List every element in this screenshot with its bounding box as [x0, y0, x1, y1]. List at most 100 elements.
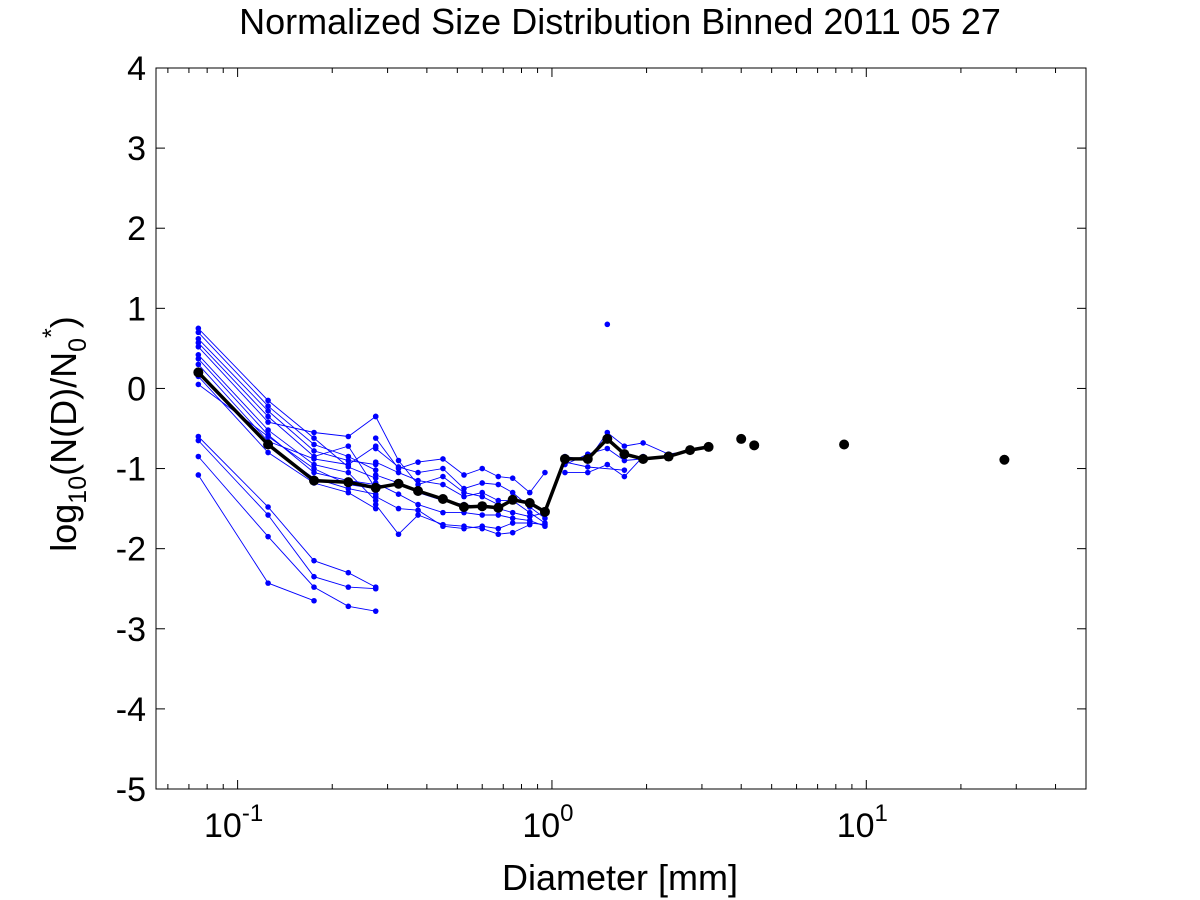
x-tick-label-base: 10 [522, 807, 560, 845]
individual-point [345, 469, 352, 476]
individual-point [265, 419, 271, 425]
mean-isolated-point [999, 454, 1010, 465]
individual-point [415, 512, 421, 518]
y-axis-label-sub2: 0 [64, 338, 92, 352]
individual-point [265, 533, 271, 540]
individual-point [584, 469, 591, 476]
plot-frame [155, 67, 1087, 790]
individual-point [195, 329, 202, 336]
individual-point [479, 480, 486, 486]
mean-isolated-point [736, 433, 747, 444]
individual-series-line-16 [375, 437, 546, 494]
individual-point [621, 473, 628, 480]
individual-point [440, 456, 446, 462]
individual-point [542, 469, 548, 476]
individual-point [265, 504, 271, 510]
individual-point [526, 521, 533, 528]
mean-point [493, 502, 504, 513]
individual-point [526, 509, 533, 516]
individual-point [195, 356, 202, 362]
mean-point [703, 441, 714, 452]
individual-point [345, 453, 352, 460]
individual-point [461, 472, 467, 478]
individual-point [345, 489, 352, 496]
individual-point [265, 512, 271, 518]
individual-point [265, 403, 271, 409]
x-tick-label: 10-1 [204, 800, 263, 845]
mean-point [263, 439, 274, 450]
y-axis-label-body: (N(D)/N [43, 352, 84, 476]
individual-point [562, 469, 568, 476]
individual-point [479, 493, 486, 500]
chart-title: Normalized Size Distribution Binned 2011… [239, 1, 1001, 42]
individual-point [372, 501, 379, 508]
y-axis-label: log10(N(D)/N0*) [38, 316, 92, 551]
mean-isolated-point [749, 440, 760, 451]
individual-point [345, 443, 352, 449]
individual-point [311, 584, 317, 590]
individual-point [621, 443, 628, 449]
individual-point [526, 489, 533, 496]
individual-point [584, 464, 591, 470]
individual-point [509, 489, 516, 496]
individual-point [195, 453, 202, 460]
individual-point [372, 497, 379, 504]
individual-point [621, 467, 628, 473]
individual-point [604, 461, 611, 468]
mean-point [370, 482, 381, 493]
y-tick-label: -5 [116, 771, 146, 809]
mean-point [638, 453, 649, 464]
mean-point [524, 498, 535, 509]
x-tick-label-base: 10 [204, 807, 242, 845]
individual-point [345, 433, 352, 440]
x-tick-label-exponent: 0 [560, 800, 573, 827]
individual-point [440, 473, 446, 480]
y-axis-label-base: log [43, 504, 84, 552]
mean-point [413, 485, 424, 496]
individual-point [372, 472, 379, 478]
individual-point [311, 456, 317, 462]
individual-point [311, 557, 317, 564]
mean-point [559, 453, 570, 464]
individual-point [372, 445, 379, 452]
individual-point [415, 477, 421, 484]
individual-point [345, 569, 352, 576]
individual-point [509, 475, 516, 481]
individual-point [415, 501, 421, 508]
individual-point [372, 585, 379, 592]
y-axis-label-close: ) [43, 316, 84, 328]
individual-point [195, 351, 202, 358]
y-tick-label: -3 [116, 611, 146, 649]
mean-point [619, 449, 630, 460]
individual-point [195, 335, 202, 342]
individual-point [495, 481, 502, 488]
x-tick-label: 101 [837, 800, 888, 845]
individual-point [395, 464, 402, 470]
individual-point [415, 459, 421, 465]
individual-point [345, 485, 352, 492]
mean-point [685, 445, 696, 456]
individual-point [395, 505, 402, 512]
x-axis-label: Diameter [mm] [502, 857, 738, 898]
individual-point [265, 413, 271, 420]
individual-point [604, 429, 611, 436]
individual-point [311, 448, 317, 454]
y-tick-label: 2 [127, 210, 146, 248]
mean-point [663, 451, 674, 462]
individual-point [461, 485, 467, 492]
x-tick-label-exponent: 1 [875, 800, 888, 827]
mean-point [507, 494, 518, 505]
individual-point [495, 512, 502, 518]
y-tick-label: 1 [127, 290, 146, 328]
isolated-point [604, 321, 611, 328]
individual-point [640, 440, 646, 446]
mean-point [458, 502, 469, 513]
individual-point [372, 493, 379, 500]
individual-point [372, 435, 379, 441]
individual-point [311, 573, 317, 580]
individual-point [509, 509, 516, 516]
individual-point [621, 457, 628, 464]
mean-point [539, 506, 550, 517]
